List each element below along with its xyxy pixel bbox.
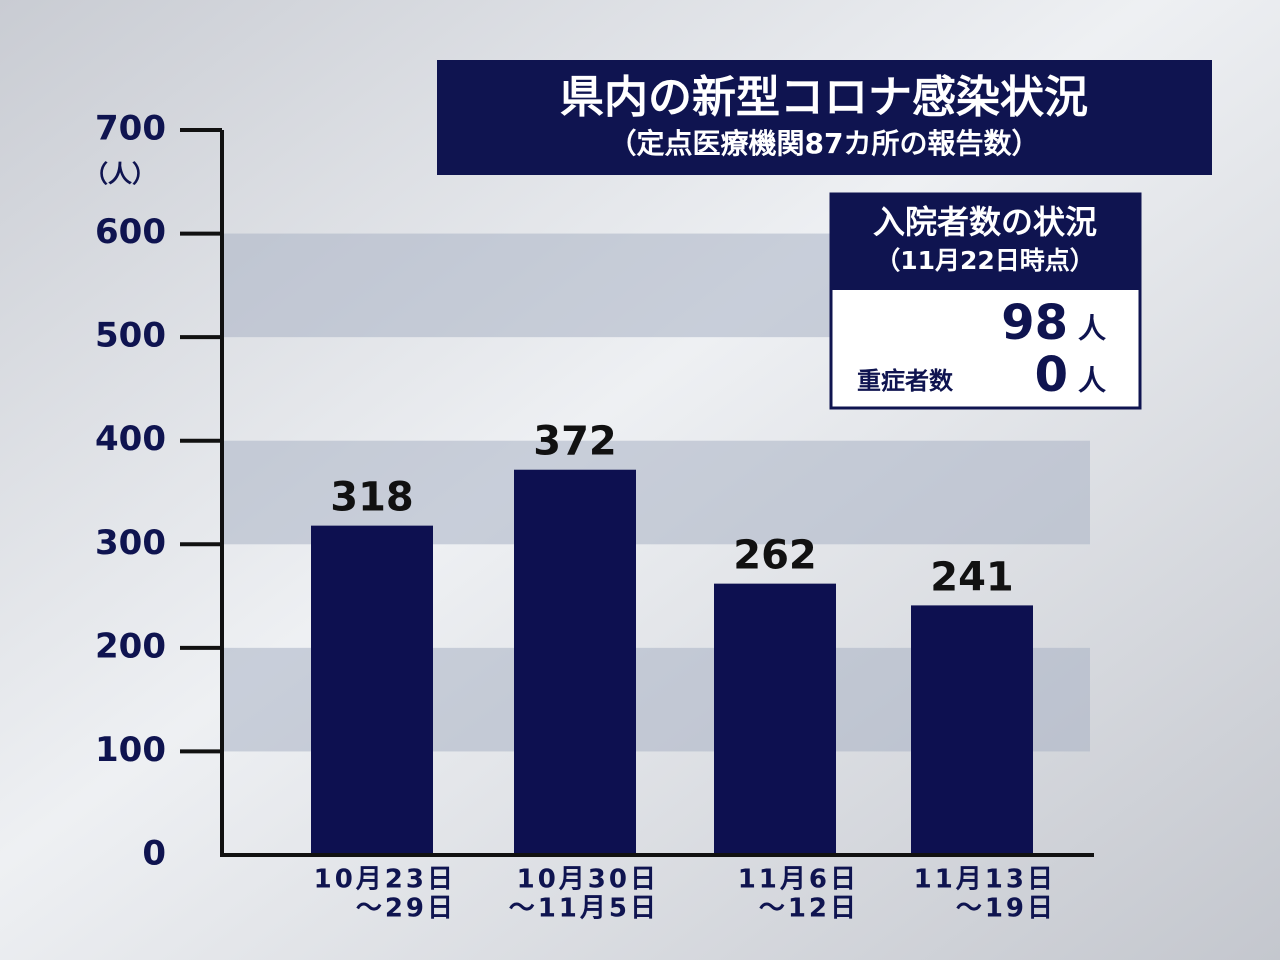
x-tick-label: ～11月5日 bbox=[509, 894, 659, 924]
info-box-header bbox=[831, 194, 1140, 290]
y-tick-label: 300 bbox=[95, 523, 166, 563]
info-box: 入院者数の状況 （11月22日時点） 98 人 重症者数 0 人 bbox=[829, 192, 1142, 410]
info-box-subtitle: （11月22日時点） bbox=[875, 246, 1095, 275]
x-tick-label: ～12日 bbox=[759, 894, 859, 924]
severe-label: 重症者数 bbox=[857, 367, 954, 395]
y-tick-label: 700 bbox=[95, 109, 166, 149]
y-tick-label: 600 bbox=[95, 212, 166, 252]
y-tick-label: 200 bbox=[95, 626, 166, 666]
y-tick-label: 400 bbox=[95, 419, 166, 459]
x-tick-label: ～29日 bbox=[356, 894, 456, 924]
y-tick-label: 0 bbox=[142, 834, 166, 874]
value-label: 262 bbox=[733, 533, 817, 579]
y-axis-unit: （人） bbox=[84, 160, 156, 188]
x-tick-label: 10月30日 bbox=[517, 865, 659, 895]
x-tick-label: 11月13日 bbox=[914, 865, 1056, 895]
x-tick-label: 10月23日 bbox=[314, 865, 456, 895]
inpatients-unit: 人 bbox=[1078, 312, 1106, 345]
x-tick-label: ～19日 bbox=[956, 894, 1056, 924]
bar bbox=[311, 525, 433, 855]
x-tick-label: 11月6日 bbox=[738, 865, 859, 895]
title-box bbox=[437, 60, 1212, 175]
info-box-title: 入院者数の状況 bbox=[873, 203, 1097, 241]
bar bbox=[911, 605, 1033, 855]
inpatients-value: 98 bbox=[1001, 295, 1068, 351]
y-tick-label: 100 bbox=[95, 730, 166, 770]
severe-unit: 人 bbox=[1078, 364, 1106, 397]
chart-title: 県内の新型コロナ感染状況 bbox=[560, 72, 1088, 123]
value-label: 241 bbox=[930, 554, 1014, 600]
y-tick-label: 500 bbox=[95, 316, 166, 356]
bar bbox=[514, 469, 636, 855]
chart-subtitle: （定点医療機関87カ所の報告数） bbox=[609, 127, 1040, 160]
bar bbox=[714, 583, 836, 855]
severe-value: 0 bbox=[1035, 347, 1068, 403]
value-label: 372 bbox=[533, 419, 617, 465]
value-label: 318 bbox=[330, 475, 414, 521]
